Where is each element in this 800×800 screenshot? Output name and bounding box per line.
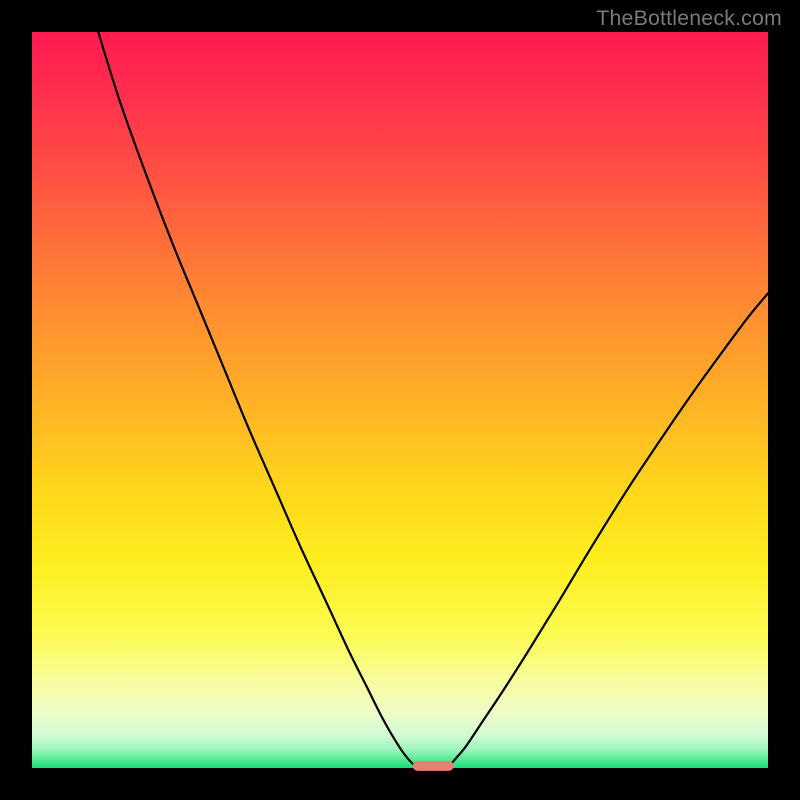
curve-layer [32,32,768,768]
series-left-branch [98,32,418,768]
watermark-label: TheBottleneck.com [596,6,782,31]
chart-frame: TheBottleneck.com [0,0,800,800]
series-right-branch [448,293,768,768]
minimum-marker [413,761,453,771]
plot-area [32,32,768,768]
